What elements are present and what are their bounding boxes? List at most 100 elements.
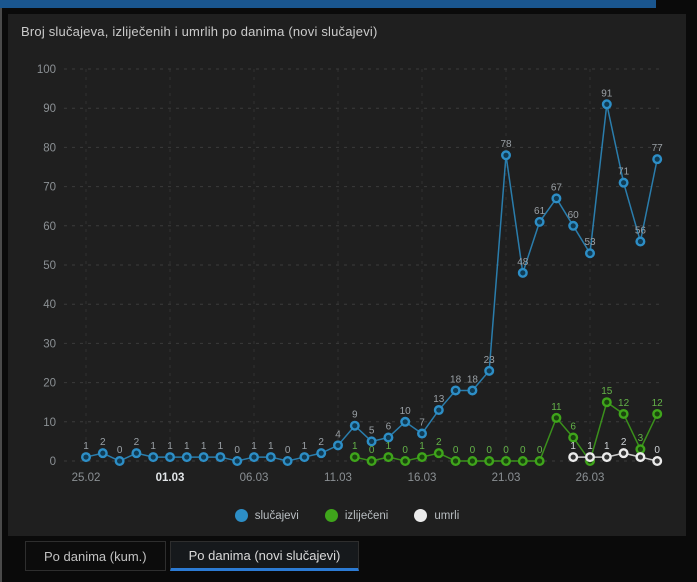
umrli-data-point[interactable] <box>618 448 629 459</box>
slučajevi-data-point[interactable] <box>601 99 612 110</box>
slučajevi-data-point[interactable] <box>450 385 461 396</box>
slučajevi-value-label: 1 <box>184 441 190 452</box>
izliječeni-data-point[interactable] <box>366 456 377 467</box>
y-axis-tick-label: 90 <box>43 103 56 115</box>
izliječeni-value-label: 2 <box>436 437 442 448</box>
slučajevi-data-point[interactable] <box>282 456 293 467</box>
slučajevi-data-point[interactable] <box>585 248 596 259</box>
umrli-data-point[interactable] <box>585 452 596 463</box>
slučajevi-value-label: 1 <box>251 441 257 452</box>
izliječeni-data-point[interactable] <box>534 456 545 467</box>
umrli-value-label: 1 <box>570 441 576 452</box>
umrli-value-label: 0 <box>654 445 660 456</box>
slučajevi-data-point[interactable] <box>198 452 209 463</box>
slučajevi-data-point[interactable] <box>433 405 444 416</box>
slučajevi-data-point[interactable] <box>366 436 377 447</box>
umrli-data-point[interactable] <box>652 456 663 467</box>
slučajevi-data-point[interactable] <box>551 193 562 204</box>
izliječeni-data-point[interactable] <box>652 408 663 419</box>
slučajevi-data-point[interactable] <box>635 236 646 247</box>
slučajevi-data-point[interactable] <box>232 456 243 467</box>
slučajevi-data-point[interactable] <box>148 452 159 463</box>
legend-item-slucajevi[interactable]: slučajevi <box>234 509 299 522</box>
x-axis-tick-label: 06.03 <box>240 472 269 484</box>
izliječeni-data-point[interactable] <box>601 397 612 408</box>
slučajevi-data-point[interactable] <box>97 448 108 459</box>
izliječeni-value-label: 0 <box>402 445 408 456</box>
slučajevi-data-point[interactable] <box>467 385 478 396</box>
slučajevi-value-label: 23 <box>484 355 496 366</box>
slučajevi-data-point[interactable] <box>316 448 327 459</box>
izliječeni-data-point[interactable] <box>467 456 478 467</box>
legend-label: izliječeni <box>344 509 389 522</box>
slučajevi-data-point[interactable] <box>164 452 175 463</box>
slučajevi-value-label: 2 <box>100 437 106 448</box>
izliječeni-data-point[interactable] <box>517 456 528 467</box>
umrli-value-label: 1 <box>587 441 593 452</box>
slučajevi-data-point[interactable] <box>248 452 259 463</box>
izliječeni-data-point[interactable] <box>618 408 629 419</box>
slučajevi-value-label: 71 <box>618 167 630 178</box>
slučajevi-data-point[interactable] <box>114 456 125 467</box>
slučajevi-data-point[interactable] <box>517 267 528 278</box>
slučajevi-data-point[interactable] <box>417 428 428 439</box>
izliječeni-value-label: 6 <box>570 421 576 432</box>
slučajevi-data-point[interactable] <box>484 365 495 376</box>
izliječeni-data-point[interactable] <box>484 456 495 467</box>
slučajevi-data-point[interactable] <box>618 177 629 188</box>
slučajevi-value-label: 1 <box>83 441 89 452</box>
chart-title: Broj slučajeva, izliječenih i umrlih po … <box>21 24 378 39</box>
slučajevi-value-label: 1 <box>167 441 173 452</box>
window-top-bar <box>0 0 656 8</box>
slučajevi-data-point[interactable] <box>299 452 310 463</box>
umrli-data-point[interactable] <box>601 452 612 463</box>
slučajevi-data-point[interactable] <box>333 440 344 451</box>
slučajevi-data-point[interactable] <box>349 420 360 431</box>
slučajevi-data-point[interactable] <box>80 452 91 463</box>
slučajevi-value-label: 4 <box>335 429 341 440</box>
slučajevi-data-point[interactable] <box>383 432 394 443</box>
izliječeni-data-point[interactable] <box>400 456 411 467</box>
slučajevi-value-label: 13 <box>433 394 445 405</box>
slučajevi-value-label: 6 <box>386 421 392 432</box>
legend-item-izlijeceni[interactable]: izliječeni <box>324 509 389 522</box>
izliječeni-value-label: 0 <box>486 445 492 456</box>
izliječeni-data-point[interactable] <box>433 448 444 459</box>
slučajevi-value-label: 0 <box>234 445 240 456</box>
umrli-value-label: 1 <box>604 441 610 452</box>
tab-po-danima-novi-slucajevi[interactable]: Po danima (novi slučajevi) <box>169 541 360 571</box>
slučajevi-value-label: 78 <box>500 139 512 150</box>
izliječeni-data-point[interactable] <box>349 452 360 463</box>
izliječeni-data-point[interactable] <box>417 452 428 463</box>
slučajevi-value-label: 0 <box>117 445 123 456</box>
slučajevi-value-label: 53 <box>584 237 596 248</box>
umrli-data-point[interactable] <box>635 452 646 463</box>
y-axis-tick-label: 50 <box>43 260 56 272</box>
slučajevi-data-point[interactable] <box>215 452 226 463</box>
slučajevi-data-point[interactable] <box>501 150 512 161</box>
x-axis-tick-label: 21.03 <box>492 472 521 484</box>
slučajevi-data-point[interactable] <box>568 220 579 231</box>
slučajevi-data-point[interactable] <box>131 448 142 459</box>
izliječeni-data-point[interactable] <box>635 444 646 455</box>
slučajevi-data-point[interactable] <box>400 416 411 427</box>
slučajevi-data-point[interactable] <box>534 216 545 227</box>
slučajevi-value-label: 1 <box>201 441 207 452</box>
y-axis-tick-label: 20 <box>43 378 56 390</box>
slučajevi-data-point[interactable] <box>265 452 276 463</box>
slučajevi-value-label: 0 <box>285 445 291 456</box>
slučajevi-data-point[interactable] <box>181 452 192 463</box>
izliječeni-data-point[interactable] <box>551 412 562 423</box>
izliječeni-data-point[interactable] <box>450 456 461 467</box>
slučajevi-value-label: 67 <box>551 182 563 193</box>
umrli-data-point[interactable] <box>568 452 579 463</box>
izliječeni-value-label: 15 <box>601 386 613 397</box>
x-axis-tick-label: 16.03 <box>408 472 437 484</box>
tab-po-danima-kum[interactable]: Po danima (kum.) <box>25 541 166 571</box>
izliječeni-data-point[interactable] <box>568 432 579 443</box>
izliječeni-data-point[interactable] <box>501 456 512 467</box>
slučajevi-data-point[interactable] <box>652 154 663 165</box>
izliječeni-data-point[interactable] <box>383 452 394 463</box>
slučajevi-value-label: 7 <box>419 418 425 429</box>
legend-item-umrli[interactable]: umrli <box>414 509 459 522</box>
